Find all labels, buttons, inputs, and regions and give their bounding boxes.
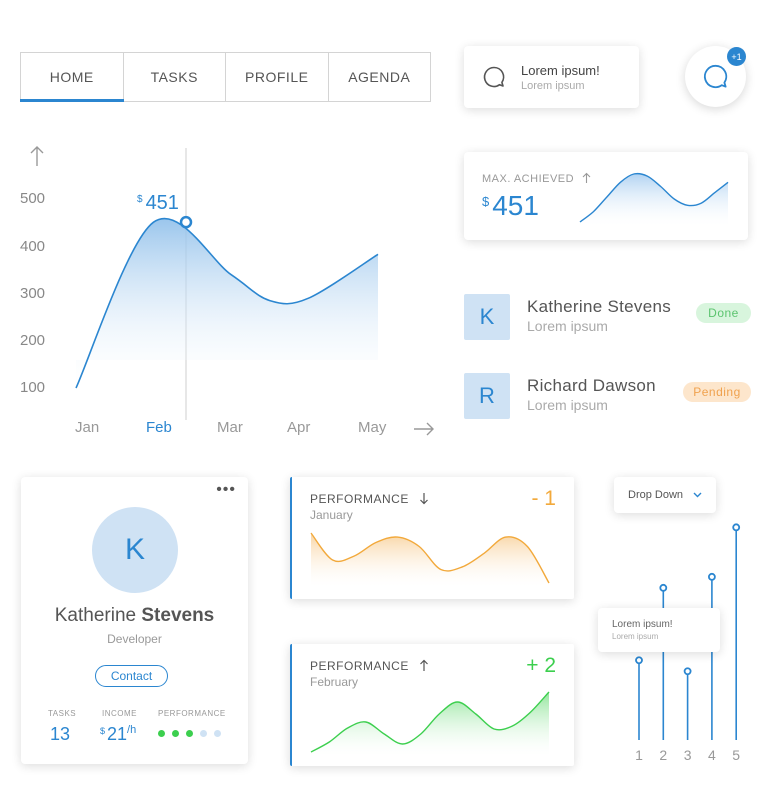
chat-bubble-icon <box>703 64 728 89</box>
sparkline-line <box>310 532 550 584</box>
y-tick-label: 400 <box>20 238 46 255</box>
tasks-value: 13 <box>50 724 71 744</box>
performance-change: - 1 <box>531 487 556 510</box>
income-value: $21/h <box>100 724 137 744</box>
chart-area <box>76 218 378 388</box>
arrow-right-icon <box>414 422 434 436</box>
stem-point[interactable] <box>659 583 668 592</box>
avatar: K <box>464 294 510 340</box>
max-achieved-label: MAX. ACHIEVED <box>482 172 591 185</box>
performance-sparkline <box>310 532 550 587</box>
tab-agenda[interactable]: AGENDA <box>348 69 411 85</box>
y-tick-label: 500 <box>20 190 46 207</box>
performance-dot <box>172 730 179 737</box>
contact-button[interactable]: Contact <box>95 665 168 687</box>
tab-bar: HOME TASKS PROFILE AGENDA <box>20 52 431 102</box>
more-options-icon[interactable]: ••• <box>216 481 236 498</box>
arrow-down-icon <box>419 493 428 505</box>
x-tick-label-active: Feb <box>146 419 172 436</box>
performance-sparkline <box>310 691 550 756</box>
arrow-up-icon <box>582 172 591 183</box>
peak-value-label: $451 <box>137 192 179 214</box>
stem-x-label: 3 <box>683 747 692 763</box>
x-tick-label: Jan <box>75 419 100 436</box>
notification-subtitle: Lorem ipsum <box>521 80 585 92</box>
profile-role: Developer <box>107 632 162 646</box>
performance-card-january: PERFORMANCE January - 1 <box>290 477 574 599</box>
income-label: INCOME <box>102 709 137 718</box>
person-name: Richard Dawson <box>527 376 656 395</box>
performance-title: PERFORMANCE <box>310 492 429 506</box>
performance-month: January <box>310 508 353 522</box>
notification-title: Lorem ipsum! <box>521 63 600 78</box>
x-tick-label: Mar <box>217 419 243 436</box>
tooltip-subtitle: Lorem ipsum <box>612 632 659 641</box>
stem-x-label: 4 <box>707 747 716 763</box>
y-tick-label: 300 <box>20 285 46 302</box>
person-subtitle: Lorem ipsum <box>527 397 608 413</box>
tab-profile[interactable]: PROFILE <box>226 53 329 101</box>
performance-dot <box>158 730 165 737</box>
tasks-label: TASKS <box>48 709 77 718</box>
notification-count-badge: +1 <box>727 47 746 66</box>
tooltip-title: Lorem ipsum! <box>612 619 673 630</box>
stem-x-label: 5 <box>732 747 741 763</box>
stem-point[interactable] <box>732 523 741 532</box>
stem-x-label: 1 <box>635 747 643 763</box>
performance-dot <box>200 730 207 737</box>
profile-avatar: K <box>92 507 178 593</box>
status-badge-done: Done <box>696 303 751 323</box>
tab-home[interactable]: HOME <box>20 53 124 102</box>
arrow-up-icon <box>419 659 428 671</box>
avatar: R <box>464 373 510 419</box>
stem-chart <box>635 523 741 740</box>
max-achieved-sparkline <box>579 172 729 226</box>
stem-point[interactable] <box>708 572 716 581</box>
arrow-up-icon <box>30 146 44 166</box>
tooltip: Lorem ipsum! Lorem ipsum <box>598 608 720 652</box>
stem-x-label: 2 <box>659 747 668 763</box>
sparkline-area <box>311 692 549 756</box>
person-subtitle: Lorem ipsum <box>527 318 608 334</box>
chat-bubble-icon <box>483 66 505 88</box>
performance-title: PERFORMANCE <box>310 659 429 673</box>
performance-dot <box>186 730 193 737</box>
max-achieved-value: $451 <box>482 190 539 221</box>
performance-card-february: PERFORMANCE February + 2 <box>290 644 574 766</box>
notification-card[interactable]: Lorem ipsum! Lorem ipsum <box>464 46 639 108</box>
main-area-chart <box>75 148 379 420</box>
performance-dot <box>214 730 221 737</box>
y-tick-label: 200 <box>20 332 46 349</box>
status-badge-pending: Pending <box>683 382 751 402</box>
sparkline-area <box>311 533 549 587</box>
tooltip-pointer <box>678 650 696 659</box>
profile-card: ••• K Katherine Stevens Developer Contac… <box>21 477 248 764</box>
stem-point[interactable] <box>635 656 643 665</box>
chart-line <box>75 217 379 389</box>
sparkline-area <box>580 173 728 226</box>
performance-change: + 2 <box>526 654 556 677</box>
dropdown-select[interactable]: Drop Down <box>614 477 716 513</box>
sparkline-line <box>579 172 729 223</box>
profile-name: Katherine Stevens <box>54 605 215 626</box>
tab-tasks[interactable]: TASKS <box>124 53 226 101</box>
max-achieved-card: MAX. ACHIEVED $451 <box>464 152 748 240</box>
chart-point-marker[interactable] <box>179 215 193 229</box>
x-tick-label: Apr <box>287 419 311 436</box>
sparkline-line <box>310 691 550 753</box>
stem-point[interactable] <box>683 667 692 676</box>
performance-month: February <box>310 675 359 689</box>
x-tick-label: May <box>358 419 387 436</box>
performance-label: PERFORMANCE <box>158 709 226 718</box>
y-tick-label: 100 <box>20 379 46 396</box>
chevron-down-icon <box>693 492 702 498</box>
dropdown-label: Drop Down <box>628 489 684 501</box>
person-name: Katherine Stevens <box>527 297 672 316</box>
